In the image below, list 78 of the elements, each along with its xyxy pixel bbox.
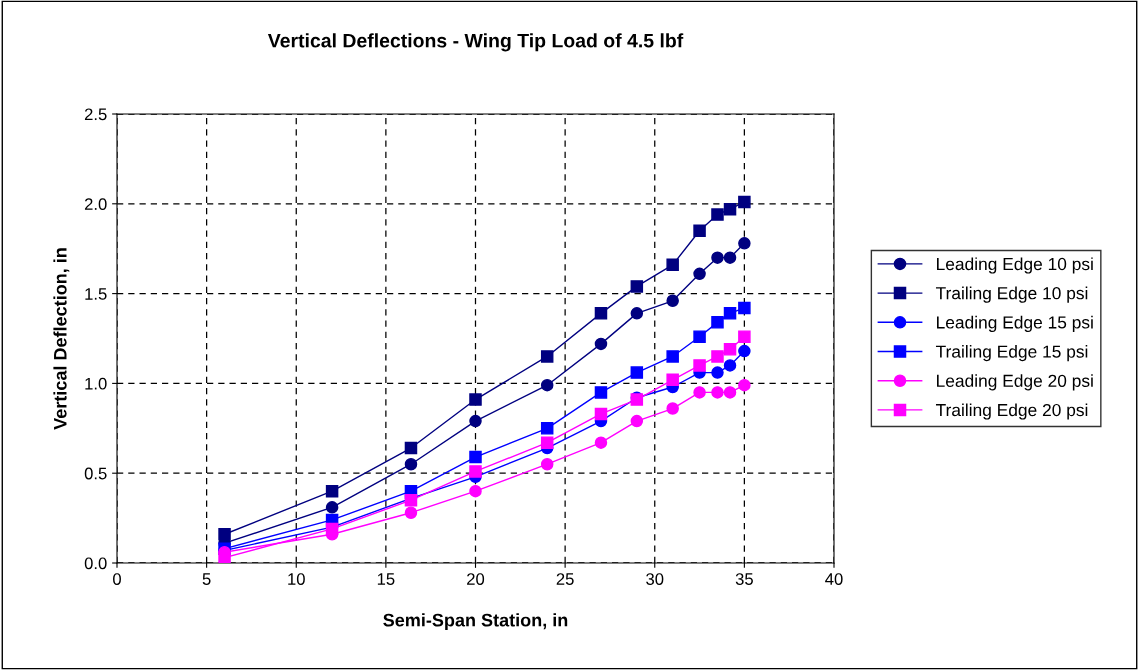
point xyxy=(738,237,751,250)
point xyxy=(469,393,482,406)
point xyxy=(540,457,554,471)
y-tick-label: 1.5 xyxy=(85,288,107,300)
legend-label: Leading Edge 15 psi xyxy=(937,315,1093,332)
point xyxy=(469,450,482,464)
point xyxy=(693,359,706,372)
point xyxy=(404,457,418,471)
y-tick-label: 1.0 xyxy=(85,377,107,390)
point xyxy=(711,350,724,363)
point xyxy=(594,307,608,320)
point xyxy=(666,373,679,387)
point xyxy=(540,436,554,449)
point xyxy=(469,465,482,478)
x-tick-label: 30 xyxy=(646,573,664,585)
point xyxy=(666,294,679,308)
point xyxy=(630,414,644,428)
point xyxy=(630,307,644,320)
point xyxy=(738,344,751,358)
y-tick-label: 0.0 xyxy=(84,557,107,570)
point xyxy=(540,378,554,392)
point xyxy=(693,330,706,343)
point xyxy=(738,301,751,315)
point xyxy=(738,195,751,209)
y-tick-label: 2.0 xyxy=(84,198,107,210)
point xyxy=(630,366,644,379)
point xyxy=(723,251,737,264)
point xyxy=(594,386,608,399)
point xyxy=(218,528,231,541)
point xyxy=(218,551,231,563)
point xyxy=(404,506,418,519)
point xyxy=(711,366,724,379)
point xyxy=(325,484,339,498)
point xyxy=(469,484,482,498)
y-tick-label: 0.5 xyxy=(84,467,107,480)
x-tick-label: 25 xyxy=(556,573,574,585)
y-axis-title: Vertical Deflection, in xyxy=(53,248,70,430)
point xyxy=(666,258,679,272)
point xyxy=(711,251,724,264)
chart-title: Vertical Deflections - Wing Tip Load of 4.5 lbf xyxy=(267,33,684,52)
x-tick-label: 0 xyxy=(113,573,121,585)
x-tick-label: 35 xyxy=(735,573,753,585)
legend-label: Leading Edge 20 psi xyxy=(937,374,1093,391)
point xyxy=(630,280,644,293)
point xyxy=(711,208,724,221)
x-axis-title: Semi-Span Station, in xyxy=(383,613,568,631)
point xyxy=(540,350,554,363)
point xyxy=(738,330,751,343)
legend-label: Leading Edge 10 psi xyxy=(937,257,1093,274)
point xyxy=(693,267,706,281)
point xyxy=(693,224,706,237)
point xyxy=(540,422,554,435)
point xyxy=(723,343,737,356)
point xyxy=(723,386,737,399)
legend-label: Trailing Edge 15 psi xyxy=(935,345,1088,362)
point xyxy=(723,307,737,320)
point xyxy=(738,378,751,392)
x-tick-label: 15 xyxy=(377,573,395,585)
point xyxy=(404,441,418,455)
legend-label: Trailing Edge 20 psi xyxy=(935,403,1088,420)
point xyxy=(325,501,339,514)
point xyxy=(666,402,679,415)
point xyxy=(594,436,608,449)
point xyxy=(711,316,724,329)
x-tick-label: 40 xyxy=(825,573,843,585)
point xyxy=(723,359,737,372)
point xyxy=(711,386,724,399)
x-tick-label: 5 xyxy=(202,573,211,585)
x-tick-label: 20 xyxy=(467,573,485,585)
point xyxy=(723,202,737,216)
point xyxy=(693,386,706,399)
point xyxy=(666,350,679,363)
y-tick-label: 2.5 xyxy=(84,108,107,121)
x-tick-label: 10 xyxy=(288,573,305,585)
legend-label: Trailing Edge 10 psi xyxy=(935,286,1088,303)
point xyxy=(594,337,608,351)
point xyxy=(469,414,482,428)
point xyxy=(594,407,608,421)
